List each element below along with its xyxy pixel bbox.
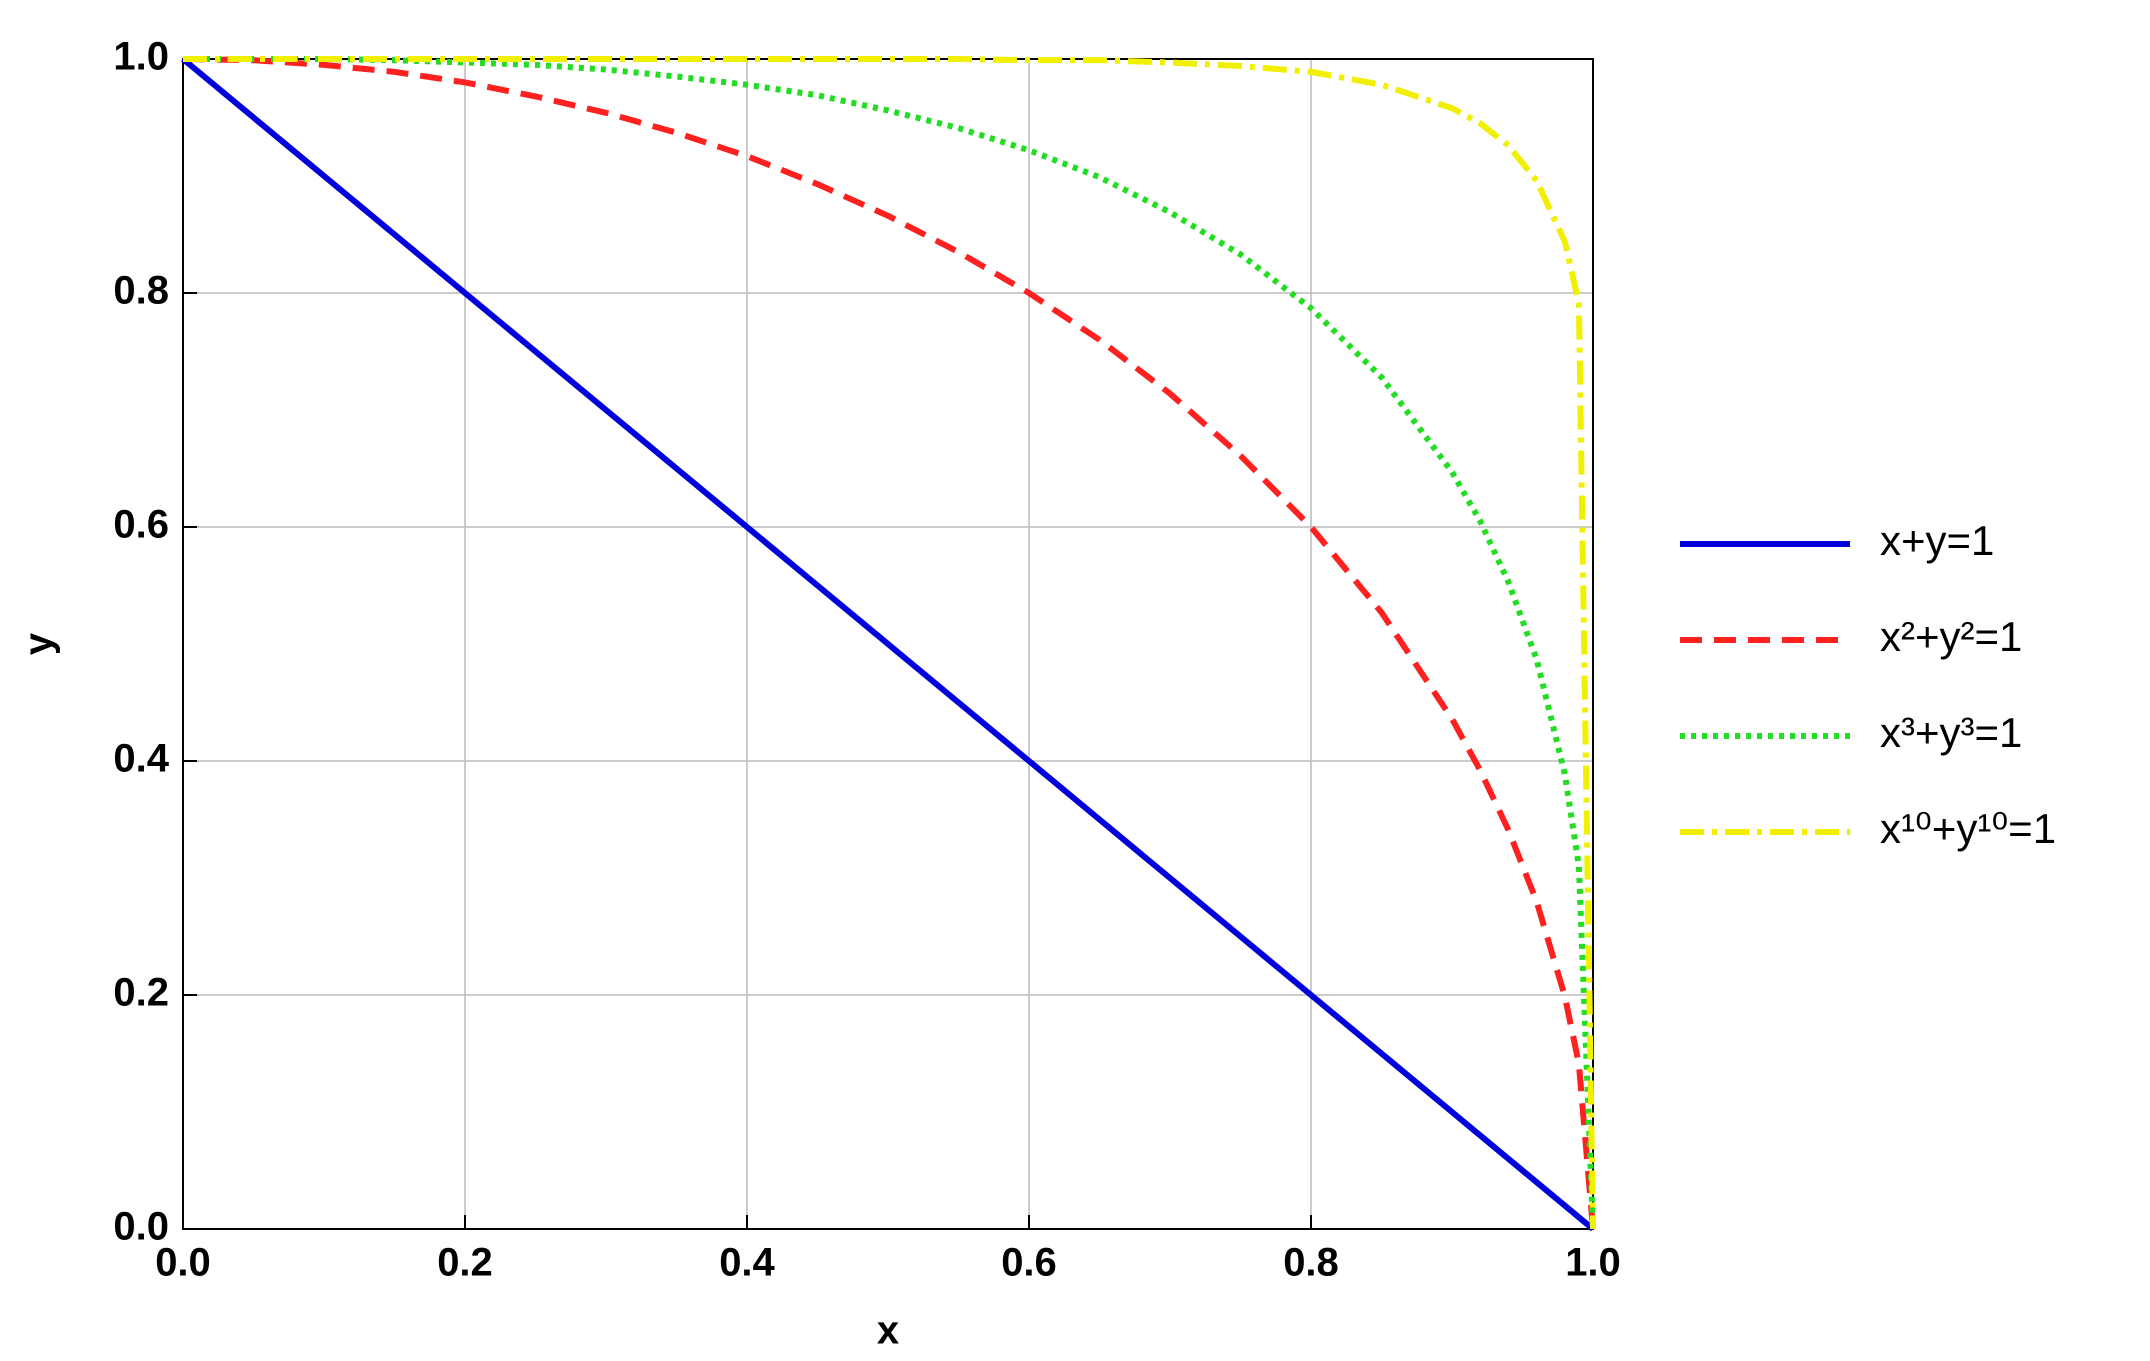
x-tick-label: 0.0 [155,1241,211,1285]
series-line [181,56,1595,1232]
y-axis-label: y [17,632,61,655]
x-tick-label: 0.2 [437,1241,493,1285]
x-tick-label: 1.0 [1565,1241,1621,1285]
x-axis-label: x [877,1309,899,1353]
series-line [182,56,1596,1230]
legend-label: x³+y³=1 [1880,709,2022,756]
y-tick-label: 0.4 [113,737,169,781]
series-line [183,56,1596,1230]
series-line [183,56,1596,1230]
legend-label: x¹⁰+y¹⁰=1 [1880,805,2056,852]
y-tick-label: 0.6 [113,503,169,547]
plot-frame [182,58,1594,1230]
y-tick-label: 0.8 [113,269,169,313]
x-tick-label: 0.6 [1001,1241,1057,1285]
legend-label: x+y=1 [1880,517,1994,564]
legend-label: x²+y²=1 [1880,613,2022,660]
y-tick-label: 1.0 [113,35,169,79]
x-tick-label: 0.8 [1283,1241,1339,1285]
y-tick-label: 0.0 [113,1205,169,1249]
y-tick-label: 0.2 [113,971,169,1015]
x-tick-label: 0.4 [719,1241,775,1285]
